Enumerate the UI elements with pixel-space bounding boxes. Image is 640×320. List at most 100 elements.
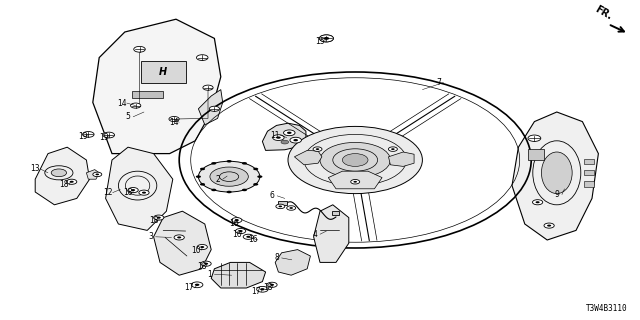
Circle shape	[319, 35, 333, 42]
Circle shape	[293, 139, 298, 141]
Text: T3W4B3110: T3W4B3110	[586, 304, 627, 313]
Circle shape	[281, 140, 289, 144]
Text: 12: 12	[103, 188, 112, 197]
Circle shape	[239, 230, 243, 232]
Circle shape	[67, 179, 77, 184]
Polygon shape	[332, 211, 339, 215]
Circle shape	[131, 103, 141, 108]
Circle shape	[139, 190, 149, 195]
Circle shape	[290, 137, 301, 143]
Circle shape	[196, 55, 208, 60]
Circle shape	[134, 46, 145, 52]
Circle shape	[528, 135, 541, 141]
Text: 15: 15	[315, 37, 325, 46]
Circle shape	[253, 183, 259, 186]
Circle shape	[544, 223, 554, 228]
Circle shape	[242, 162, 247, 164]
Circle shape	[342, 154, 368, 166]
Circle shape	[203, 85, 213, 90]
Text: 18: 18	[149, 216, 158, 225]
Polygon shape	[314, 205, 349, 262]
Circle shape	[351, 180, 360, 184]
Polygon shape	[584, 159, 594, 164]
Circle shape	[324, 37, 329, 40]
Circle shape	[200, 246, 204, 248]
Polygon shape	[154, 211, 211, 275]
Circle shape	[235, 219, 239, 221]
Circle shape	[198, 161, 260, 192]
Circle shape	[195, 284, 200, 286]
Circle shape	[276, 204, 285, 209]
Circle shape	[51, 169, 67, 177]
Circle shape	[260, 288, 265, 291]
Text: 9: 9	[554, 190, 559, 199]
Circle shape	[83, 132, 94, 137]
Text: 5: 5	[125, 112, 131, 121]
Circle shape	[532, 200, 543, 205]
Text: 7: 7	[436, 78, 441, 87]
Text: 16: 16	[232, 230, 242, 239]
Circle shape	[288, 126, 422, 194]
Circle shape	[353, 181, 357, 183]
FancyBboxPatch shape	[141, 61, 186, 83]
Polygon shape	[584, 170, 594, 175]
Text: 18: 18	[124, 188, 132, 197]
Text: 4: 4	[312, 230, 317, 239]
Polygon shape	[106, 147, 173, 230]
Circle shape	[197, 244, 207, 250]
FancyBboxPatch shape	[528, 149, 544, 160]
Polygon shape	[512, 112, 598, 240]
Text: 14: 14	[169, 118, 179, 127]
Polygon shape	[198, 90, 223, 125]
Polygon shape	[93, 19, 221, 154]
Circle shape	[157, 217, 161, 219]
Circle shape	[273, 135, 284, 140]
Text: 19: 19	[99, 133, 109, 142]
Circle shape	[289, 207, 293, 209]
Circle shape	[200, 183, 205, 186]
Circle shape	[267, 282, 277, 287]
Circle shape	[316, 148, 319, 150]
Text: H: H	[159, 67, 167, 77]
Circle shape	[232, 218, 242, 223]
Circle shape	[128, 188, 138, 193]
Polygon shape	[275, 250, 310, 275]
Polygon shape	[211, 262, 266, 288]
Text: 18: 18	[60, 180, 68, 189]
Polygon shape	[86, 170, 99, 179]
Circle shape	[257, 175, 262, 178]
Polygon shape	[328, 171, 382, 189]
Text: 18: 18	[263, 283, 272, 292]
Text: 14: 14	[116, 99, 127, 108]
Circle shape	[246, 236, 250, 238]
Circle shape	[142, 192, 146, 194]
Text: 19: 19	[78, 132, 88, 141]
Circle shape	[284, 130, 295, 136]
Circle shape	[243, 234, 253, 239]
Circle shape	[204, 263, 208, 265]
Circle shape	[191, 282, 203, 288]
Polygon shape	[294, 150, 322, 165]
Circle shape	[388, 147, 397, 151]
Circle shape	[391, 148, 395, 150]
Circle shape	[278, 205, 282, 207]
Text: 2: 2	[215, 175, 220, 184]
Polygon shape	[262, 123, 306, 150]
Text: 16: 16	[248, 236, 258, 244]
Circle shape	[70, 181, 74, 183]
Text: 17: 17	[184, 284, 195, 292]
Circle shape	[103, 132, 115, 138]
Circle shape	[227, 191, 232, 193]
Circle shape	[93, 172, 102, 177]
Circle shape	[169, 116, 179, 122]
Circle shape	[319, 35, 333, 42]
Text: 16: 16	[228, 219, 239, 228]
Text: 13: 13	[30, 164, 40, 173]
Circle shape	[276, 136, 281, 139]
Polygon shape	[278, 201, 287, 205]
FancyBboxPatch shape	[132, 91, 163, 98]
Circle shape	[270, 284, 274, 286]
Text: 8: 8	[274, 253, 279, 262]
Circle shape	[253, 168, 259, 170]
Circle shape	[196, 175, 201, 178]
